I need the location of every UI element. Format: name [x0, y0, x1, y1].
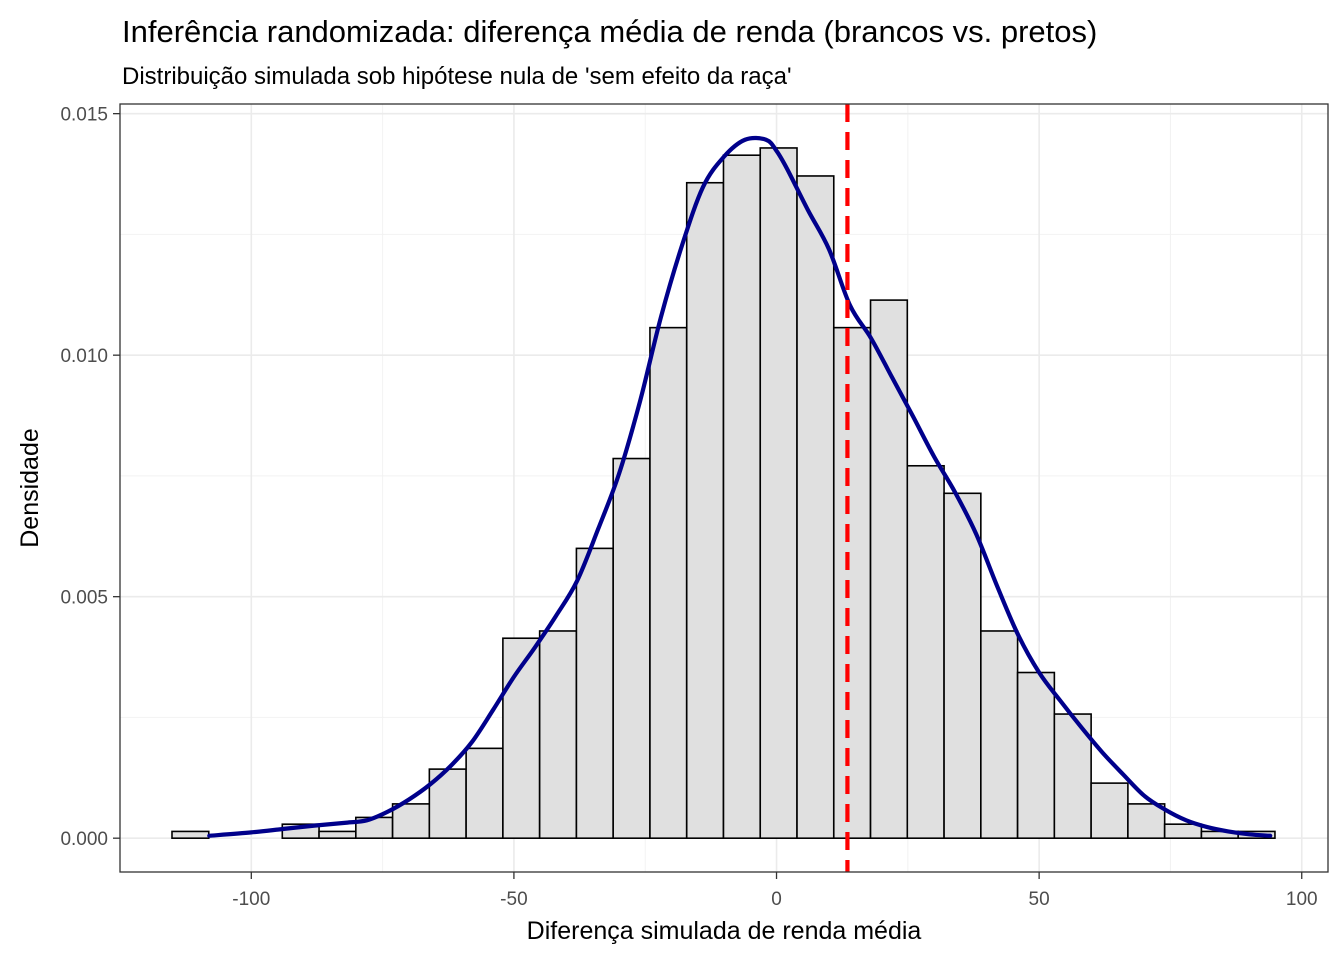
histogram-bar [318, 830, 357, 839]
histogram-bar [980, 630, 1019, 839]
histogram-bar [575, 547, 614, 839]
x-axis: -100 -50 0 50 100 [232, 872, 1318, 910]
chart-subtitle: Distribuição simulada sob hipótese nula … [122, 63, 792, 90]
y-axis-title: Densidade [16, 428, 44, 548]
histogram-bar [1016, 671, 1056, 839]
histogram-bar [1163, 823, 1203, 839]
histogram-bar [465, 747, 504, 839]
y-tick-label: 0.000 [60, 829, 108, 850]
histogram-bar [1127, 803, 1166, 839]
histogram-bar [832, 326, 872, 839]
histogram-bar [538, 630, 578, 839]
histogram-bar [171, 830, 210, 839]
chart-title: Inferência randomizada: diferença média … [122, 14, 1097, 49]
y-tick-label: 0.005 [60, 588, 108, 609]
histogram-bar [612, 457, 651, 839]
y-tick-label: 0.015 [60, 105, 108, 126]
histogram-bar [722, 154, 762, 839]
histogram-bar [943, 492, 982, 839]
x-tick-label: -50 [500, 889, 527, 910]
histogram-bar [906, 464, 945, 839]
x-tick-label: 50 [1029, 889, 1050, 910]
x-tick-label: 0 [771, 889, 782, 910]
density-curve [207, 135, 1273, 838]
histogram-bars [171, 147, 1276, 839]
histogram-bar [685, 181, 725, 839]
histogram-bar [759, 147, 798, 839]
y-axis: 0.000 0.005 0.010 0.015 [60, 105, 120, 850]
x-tick-label: -100 [232, 889, 270, 910]
histogram-bar [649, 326, 688, 839]
x-tick-label: 100 [1286, 889, 1318, 910]
y-tick-label: 0.010 [60, 346, 108, 367]
histogram-bar [391, 803, 431, 839]
histogram-bar [796, 175, 835, 839]
histogram-bar [1090, 782, 1129, 839]
panel-border [119, 103, 1329, 873]
plot-panel [119, 103, 1329, 873]
histogram-bar [869, 299, 909, 839]
x-axis-title: Diferença simulada de renda média [527, 917, 922, 945]
